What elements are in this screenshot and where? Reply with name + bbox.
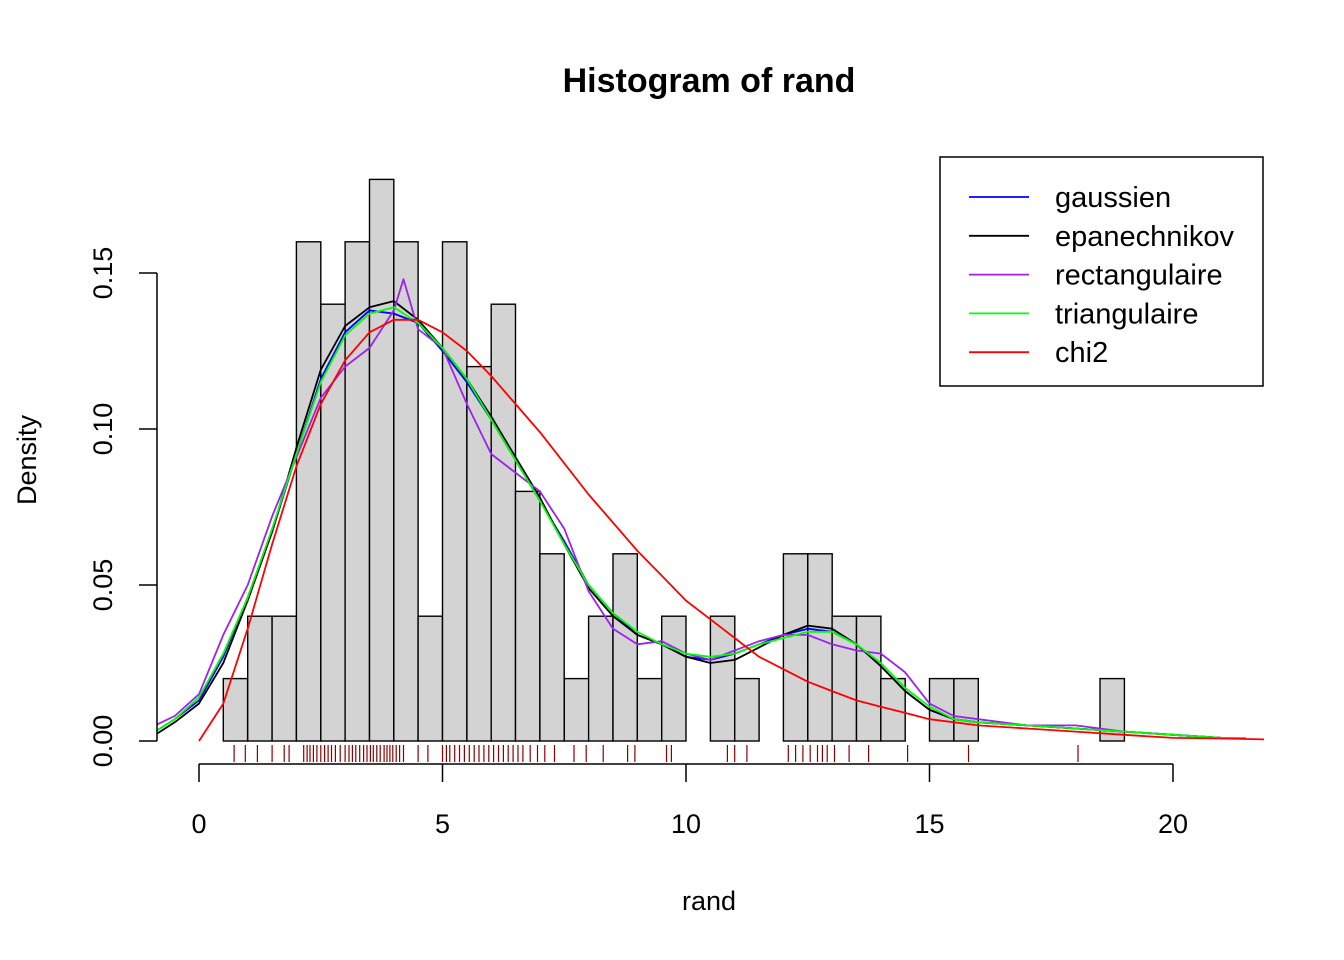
legend: gaussien epanechnikov rectangulaire triangu… bbox=[939, 156, 1264, 387]
legend-box bbox=[939, 156, 1264, 387]
density-curve-triangulaire bbox=[157, 306, 1246, 739]
x-axis: 0 5 10 15 20 bbox=[191, 763, 1188, 839]
histogram-bar bbox=[782, 553, 809, 742]
y-tick-label: 0.05 bbox=[88, 559, 118, 612]
histogram-bar bbox=[539, 553, 565, 742]
histogram-bar bbox=[807, 553, 833, 742]
legend-label-chi2: chi2 bbox=[1055, 337, 1108, 369]
x-tick-label: 10 bbox=[671, 809, 701, 839]
x-axis-label: rand bbox=[682, 886, 736, 916]
chart-title: Histogram of rand bbox=[563, 62, 856, 100]
histogram-bar bbox=[563, 677, 590, 742]
x-tick-label: 15 bbox=[914, 809, 944, 839]
histogram-bar bbox=[393, 241, 419, 742]
histogram-bar bbox=[271, 615, 298, 742]
histogram-bar bbox=[953, 677, 980, 742]
legend-label-epanechnikov: epanechnikov bbox=[1055, 221, 1234, 253]
histogram-bar bbox=[831, 615, 858, 742]
density-curves bbox=[157, 278, 1264, 742]
histogram-bar bbox=[222, 677, 249, 742]
histogram-bar bbox=[514, 490, 541, 742]
x-tick-label: 5 bbox=[435, 809, 450, 839]
histogram-bar bbox=[855, 615, 882, 742]
legend-label-gaussien: gaussien bbox=[1055, 182, 1171, 214]
density-curve-chi2 bbox=[198, 318, 1264, 742]
x-tick-label: 0 bbox=[191, 809, 206, 839]
density-curve-rectangulaire bbox=[157, 278, 1246, 739]
histogram-bar bbox=[587, 615, 614, 742]
histogram-bar bbox=[246, 615, 273, 742]
y-axis: 0.00 0.05 0.10 0.15 bbox=[88, 247, 158, 768]
histogram-bar bbox=[636, 677, 663, 742]
x-tick-label: 20 bbox=[1158, 809, 1188, 839]
y-tick-label: 0.15 bbox=[88, 247, 118, 300]
rug-marks bbox=[233, 745, 1079, 762]
histogram-bar bbox=[490, 303, 517, 742]
y-tick-label: 0.10 bbox=[88, 403, 118, 456]
y-axis-label: Density bbox=[12, 414, 42, 505]
legend-label-triangulaire: triangulaire bbox=[1055, 298, 1198, 330]
histogram-bar bbox=[734, 677, 760, 742]
histogram-bar bbox=[466, 365, 492, 742]
histogram-bar bbox=[368, 178, 395, 742]
histogram-bar bbox=[417, 615, 444, 742]
histogram-bar bbox=[320, 303, 346, 742]
histogram-bar bbox=[295, 241, 322, 742]
histogram-bar bbox=[441, 241, 468, 742]
y-tick-label: 0.00 bbox=[88, 715, 118, 768]
histogram-bar bbox=[661, 615, 687, 742]
legend-label-rectangulaire: rectangulaire bbox=[1055, 260, 1223, 292]
histogram-bar bbox=[612, 553, 638, 742]
histogram-bar bbox=[709, 615, 736, 742]
